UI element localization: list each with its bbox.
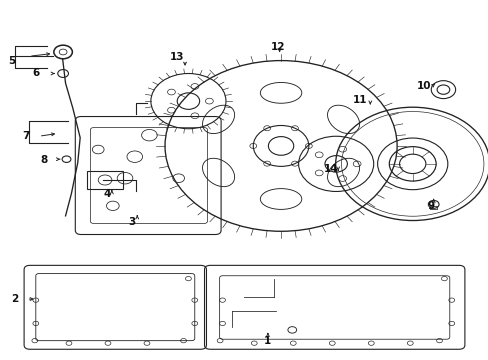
Text: 6: 6 [32, 68, 40, 78]
Text: 2: 2 [11, 294, 18, 304]
Text: 3: 3 [128, 217, 136, 227]
Text: 9: 9 [427, 201, 433, 211]
Text: 8: 8 [40, 155, 47, 165]
Text: 13: 13 [170, 52, 184, 62]
Text: 1: 1 [264, 336, 271, 346]
Text: 14: 14 [324, 163, 338, 174]
Text: 12: 12 [270, 42, 285, 51]
Text: 7: 7 [22, 131, 30, 141]
Text: 11: 11 [352, 95, 367, 105]
Text: 5: 5 [8, 56, 15, 66]
Text: 4: 4 [103, 189, 110, 199]
Bar [429, 206, 436, 210]
Bar [87, 171, 122, 189]
Text: 10: 10 [416, 81, 430, 91]
